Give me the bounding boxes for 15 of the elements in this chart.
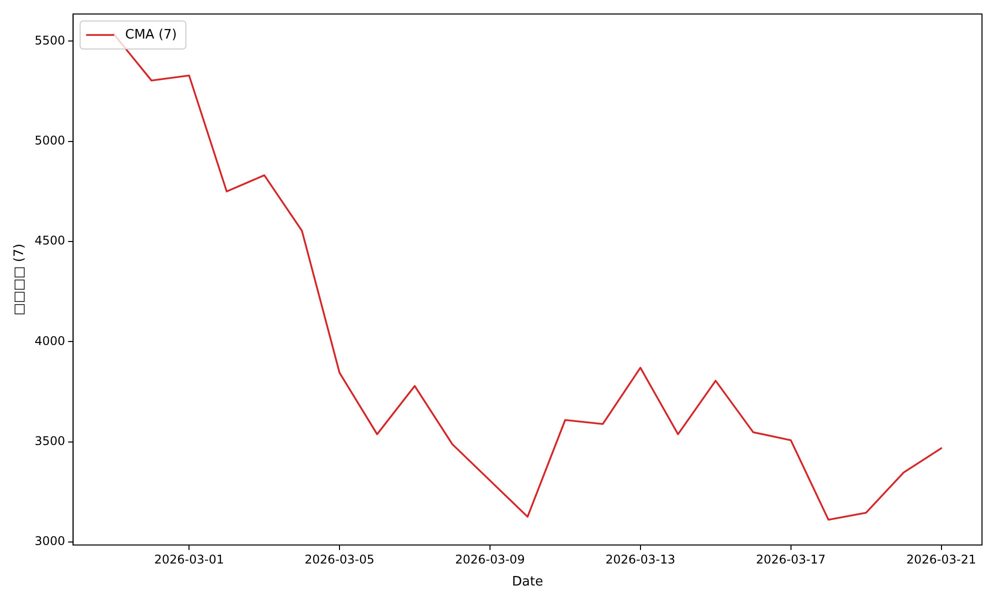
y-tick-label: 4000 (34, 334, 66, 348)
legend-label: CMA (7) (125, 27, 177, 42)
y-tick-label: 5500 (34, 33, 66, 48)
x-tick-label: 2026-03-21 (906, 552, 976, 566)
y-tick-label: 5000 (34, 134, 66, 148)
x-tick-label: 2026-03-09 (455, 552, 525, 566)
y-tick-label: 3500 (34, 434, 66, 448)
y-tick-label: 3000 (34, 534, 66, 548)
y-axis-title: □□□□ (7) (12, 244, 28, 316)
x-tick-label: 2026-03-13 (606, 552, 676, 566)
x-tick-label: 2026-03-05 (304, 552, 374, 566)
y-tick-label: 4500 (34, 234, 66, 248)
x-axis-title: Date (512, 574, 544, 590)
x-tick-label: 2026-03-01 (154, 552, 224, 566)
x-tick-label: 2026-03-17 (756, 552, 826, 566)
